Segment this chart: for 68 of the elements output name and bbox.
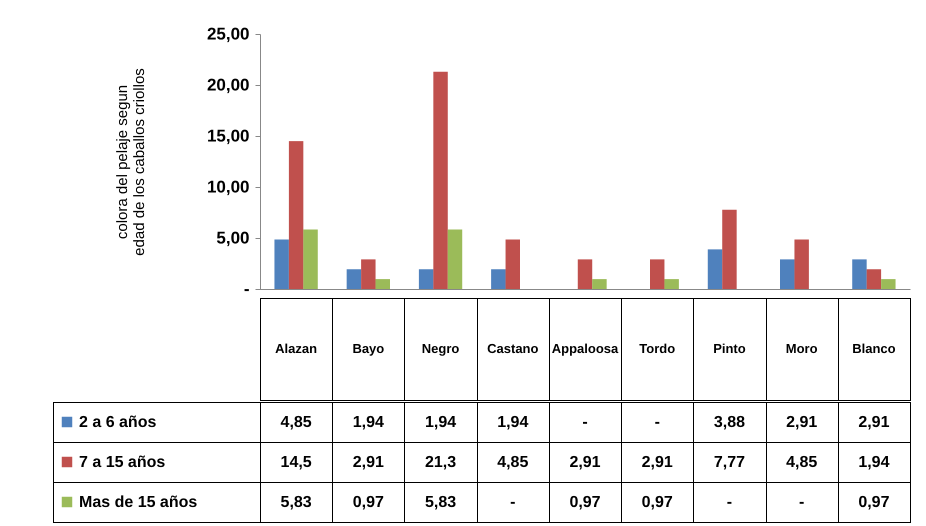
data-label: 0,97 xyxy=(642,494,673,511)
x-tick-label: Pinto xyxy=(713,341,746,356)
data-label: 0,97 xyxy=(569,494,601,511)
bar xyxy=(881,279,896,289)
data-label: 2,91 xyxy=(786,414,818,431)
data-label: 4,85 xyxy=(786,454,818,471)
text: - xyxy=(799,494,804,511)
y-tick-label: 20,00 xyxy=(206,76,250,94)
y-tick-label: 5,00 xyxy=(216,228,250,248)
bar xyxy=(592,279,607,289)
text: - xyxy=(726,494,732,511)
bar xyxy=(780,259,794,289)
data-label: 2,91 xyxy=(352,454,384,471)
data-label: 5,83 xyxy=(424,494,456,511)
bar xyxy=(361,259,376,289)
y-tick-label: 25,00 xyxy=(206,24,250,44)
bar xyxy=(491,269,506,289)
bar xyxy=(303,230,318,289)
data-label: 2,91 xyxy=(569,454,601,471)
bar xyxy=(722,210,737,289)
text: - xyxy=(582,414,588,431)
data-label: 5,83 xyxy=(280,494,312,511)
data-label: 1,94 xyxy=(497,414,528,431)
bar xyxy=(346,269,362,289)
bar xyxy=(650,259,664,289)
bar xyxy=(866,269,882,289)
text: - xyxy=(654,414,660,431)
bar xyxy=(418,269,434,289)
x-tick-label: Alazan xyxy=(275,341,318,356)
data-label: 4,85 xyxy=(497,454,528,471)
bar xyxy=(506,240,520,289)
x-tick-label: Bayo xyxy=(352,341,384,356)
x-tick-label: Castano xyxy=(487,341,538,356)
data-label: 0,97 xyxy=(858,494,890,511)
x-tick-label: Moro xyxy=(786,341,818,356)
bar xyxy=(664,279,679,289)
legend-label: Mas de 15 años xyxy=(79,494,198,511)
bar xyxy=(852,259,867,289)
y-tick-label: - xyxy=(244,280,250,298)
bar xyxy=(274,240,289,289)
y-tick-label: 15,00 xyxy=(206,126,250,146)
data-label: 7,77 xyxy=(714,454,746,471)
bar xyxy=(708,249,722,289)
data-label: 1,94 xyxy=(352,414,384,431)
x-tick-label: Tordo xyxy=(639,341,676,356)
bar xyxy=(433,72,448,289)
data-label: 1,94 xyxy=(858,454,890,471)
x-tick-label: Negro xyxy=(422,341,460,356)
legend-label: 2 a 6 años xyxy=(79,414,156,431)
data-label: 1,94 xyxy=(424,414,456,431)
data-label: 2,91 xyxy=(642,454,673,471)
data-label: 21,3 xyxy=(424,454,456,471)
bar xyxy=(578,259,592,289)
text: - xyxy=(510,494,516,511)
data-label: 0,97 xyxy=(352,494,384,511)
bar xyxy=(448,230,462,289)
x-tick-label: Appaloosa xyxy=(552,341,619,356)
legend-label: 7 a 15 años xyxy=(79,454,166,471)
data-label: 14,5 xyxy=(280,454,312,471)
bar xyxy=(794,240,809,289)
y-tick-label: 10,00 xyxy=(206,178,250,196)
data-label: 4,85 xyxy=(280,414,312,431)
y-axis-title: colora del pelaje segun edad de los caballos criollos xyxy=(114,68,148,256)
data-label: 3,88 xyxy=(714,414,746,431)
bar xyxy=(376,279,390,289)
data-label: 2,91 xyxy=(858,414,890,431)
x-tick-label: Blanco xyxy=(852,341,896,356)
bar xyxy=(288,141,304,289)
